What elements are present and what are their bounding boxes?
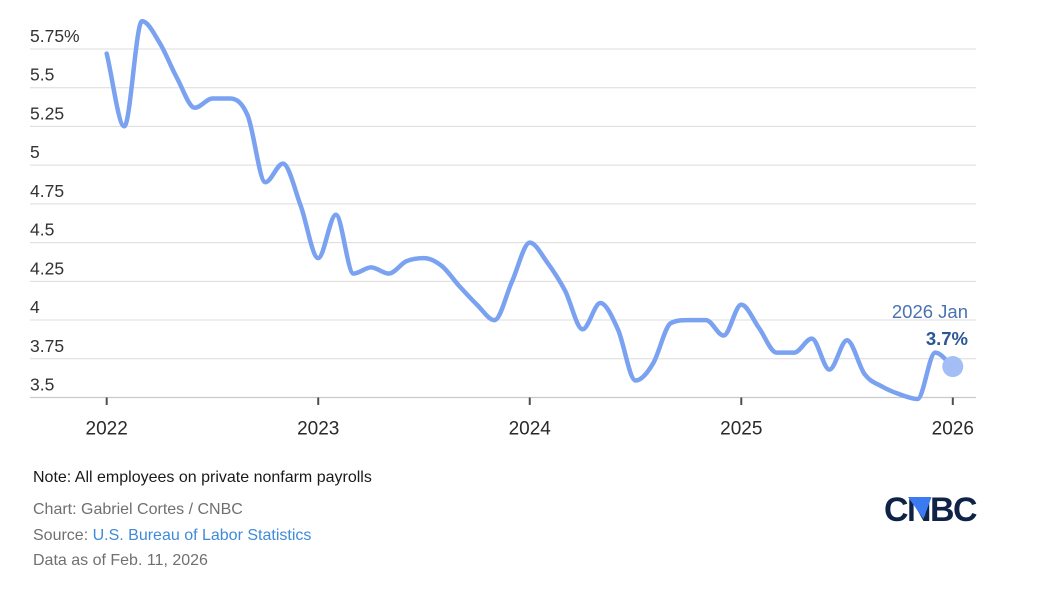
y-tick-label: 5	[30, 142, 40, 162]
x-tick-label: 2025	[720, 419, 762, 440]
y-tick-label: 4.25	[30, 258, 64, 278]
cnbc-logo-triangle-icon	[908, 497, 932, 519]
y-tick-label: 5.25	[30, 103, 64, 123]
wage-growth-line-chart: 5.75% 5.5 5.25 5 4.75 4.5 4.25 4 3.75 3.5 2022 2023…	[30, 18, 976, 440]
data-line	[104, 18, 956, 402]
y-tick-label: 5.5	[30, 65, 54, 85]
chart-note: Note: All employees on private nonfarm p…	[33, 469, 372, 486]
cnbc-logo-text: CNBC	[884, 491, 977, 529]
y-tick-label: 5.75%	[30, 26, 80, 46]
x-tick-label: 2023	[297, 419, 339, 440]
y-tick-label: 3.5	[30, 375, 54, 395]
annotation-date: 2026 Jan	[892, 301, 968, 322]
y-tick-label: 3.75	[30, 336, 64, 356]
x-tick-label: 2022	[86, 419, 128, 440]
chart-credit: Chart: Gabriel Cortes / CNBC	[33, 501, 243, 518]
source-prefix: Source:	[33, 526, 89, 544]
footer: Note: All employees on private nonfarm p…	[33, 469, 733, 574]
chart-source-line: Source: U.S. Bureau of Labor Statistics	[33, 523, 733, 549]
source-link[interactable]: U.S. Bureau of Labor Statistics	[92, 526, 312, 544]
end-dot	[942, 356, 964, 378]
y-tick-label: 4.5	[30, 220, 54, 240]
cnbc-logo: CNBC	[884, 491, 978, 529]
annotation-value: 3.7%	[926, 328, 968, 349]
data-as-of: Data as of Feb. 11, 2026	[33, 552, 208, 569]
x-tick-label: 2026	[932, 419, 974, 440]
x-tick-label: 2024	[509, 419, 552, 440]
y-tick-label: 4	[30, 297, 40, 317]
y-tick-label: 4.75	[30, 181, 64, 201]
